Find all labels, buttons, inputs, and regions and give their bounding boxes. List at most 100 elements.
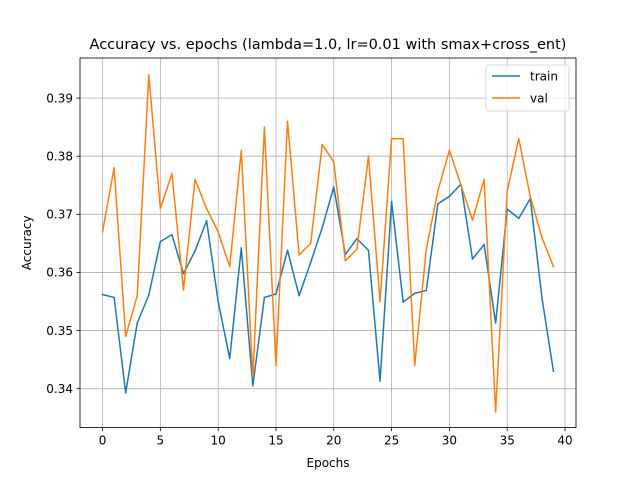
- data-point-val: [483, 178, 485, 181]
- y-tick-label: 0.35: [46, 324, 73, 338]
- data-point-val: [182, 289, 185, 291]
- data-point-train: [298, 294, 300, 297]
- data-point-train: [159, 240, 162, 243]
- data-point-val: [494, 411, 497, 413]
- data-point-val: [286, 120, 289, 123]
- data-point-val: [448, 149, 451, 152]
- data-point-train: [471, 258, 474, 260]
- data-point-train: [367, 249, 370, 252]
- data-point-val: [194, 178, 196, 181]
- legend-label-val: val: [530, 91, 548, 105]
- data-point-val: [205, 207, 208, 210]
- data-point-train: [113, 296, 115, 299]
- data-point-val: [148, 74, 150, 76]
- legend: train val: [485, 64, 570, 112]
- data-point-val: [541, 236, 543, 239]
- plot-frame: [79, 57, 577, 429]
- x-tick-label: 0: [99, 434, 107, 448]
- data-point-train: [448, 195, 451, 198]
- y-tick-label: 0.34: [46, 382, 73, 396]
- x-tick-label: 5: [157, 434, 165, 448]
- data-point-train: [333, 186, 335, 188]
- data-point-val: [552, 265, 555, 268]
- x-tick-label: 20: [326, 434, 341, 448]
- data-point-val: [460, 184, 462, 187]
- data-point-train: [275, 293, 277, 295]
- data-point-val: [309, 242, 312, 245]
- data-point-val: [506, 190, 508, 192]
- data-point-train: [240, 247, 243, 249]
- data-point-val: [275, 364, 277, 367]
- data-point-train: [356, 237, 358, 240]
- data-point-train: [136, 322, 138, 324]
- data-point-val: [252, 376, 254, 378]
- x-tick-label: 40: [557, 434, 572, 448]
- data-point-train: [205, 219, 208, 222]
- data-point-train: [148, 294, 150, 296]
- data-point-train: [263, 296, 266, 299]
- data-point-val: [379, 300, 381, 303]
- x-ticks: 0 5 10 15 20 25 30 35 40: [99, 427, 573, 448]
- y-tick-label: 0.37: [46, 208, 73, 222]
- data-point-val: [217, 231, 219, 233]
- data-point-val: [298, 254, 300, 256]
- grid: [80, 58, 576, 428]
- legend-label-train: train: [530, 69, 558, 83]
- data-point-train: [171, 233, 173, 236]
- data-point-val: [113, 167, 115, 169]
- data-point-train: [413, 292, 416, 295]
- data-point-val: [413, 364, 416, 367]
- data-point-val: [437, 190, 439, 192]
- chart-title: Accuracy vs. epochs (lambda=1.0, lr=0.01…: [90, 37, 567, 53]
- data-point-train: [379, 380, 381, 382]
- data-point-val: [263, 126, 266, 128]
- data-point-val: [529, 196, 532, 198]
- data-point-val: [402, 138, 404, 140]
- data-point-val: [367, 155, 370, 157]
- data-point-val: [124, 335, 127, 338]
- series-line-val: [101, 74, 555, 413]
- data-point-train: [437, 203, 439, 205]
- data-point-train: [425, 289, 428, 292]
- y-ticks: 0.34 0.35 0.36 0.37 0.38 0.39: [46, 91, 80, 396]
- x-tick-label: 35: [500, 434, 515, 448]
- data-point-val: [101, 231, 104, 233]
- x-tick-label: 10: [211, 434, 226, 448]
- y-tick-label: 0.38: [46, 150, 73, 164]
- x-axis-label: Epochs: [307, 456, 350, 470]
- data-point-val: [240, 149, 243, 152]
- series-line-train: [101, 183, 555, 394]
- y-axis-label: Accuracy: [20, 215, 34, 270]
- data-point-train: [228, 357, 231, 360]
- data-point-val: [228, 265, 231, 268]
- x-tick-label: 25: [384, 434, 399, 448]
- data-point-val: [159, 207, 162, 210]
- x-tick-label: 30: [442, 434, 457, 448]
- data-point-train: [321, 226, 323, 229]
- data-point-train: [217, 300, 219, 303]
- data-point-train: [286, 249, 289, 252]
- data-point-train: [309, 261, 312, 264]
- data-point-val: [171, 172, 173, 175]
- data-point-train: [390, 200, 393, 203]
- data-point-train: [494, 322, 497, 324]
- data-point-train: [182, 272, 185, 275]
- data-point-val: [471, 219, 474, 221]
- data-point-train: [483, 243, 485, 246]
- data-point-val: [333, 161, 335, 163]
- data-point-train: [518, 217, 520, 220]
- x-tick-label: 15: [268, 434, 283, 448]
- data-point-val: [425, 248, 428, 250]
- data-point-val: [344, 260, 347, 262]
- data-point-val: [390, 138, 393, 140]
- y-tick-label: 0.36: [46, 266, 73, 280]
- data-point-val: [356, 248, 358, 250]
- data-point-train: [124, 391, 127, 394]
- y-tick-label: 0.39: [46, 91, 73, 105]
- data-point-val: [136, 294, 138, 297]
- data-point-train: [101, 293, 104, 296]
- data-point-train: [541, 296, 543, 299]
- data-point-train: [252, 385, 254, 387]
- data-point-train: [194, 250, 196, 252]
